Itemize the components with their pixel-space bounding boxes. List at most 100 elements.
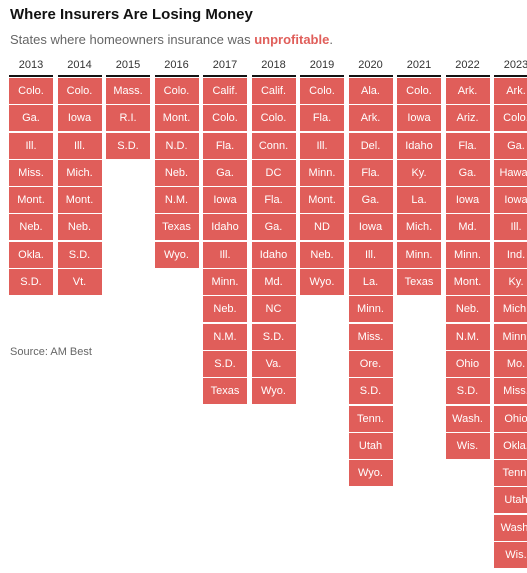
state-cell: DC: [251, 159, 296, 186]
year-label: 2022: [455, 59, 480, 71]
state-cell: Mont.: [300, 187, 344, 214]
state-cell: Miss.: [9, 159, 53, 186]
state-cell: Colo.: [154, 78, 199, 104]
state-cell: Ga.: [203, 159, 247, 186]
state-cell: Wis.: [494, 542, 527, 569]
state-cell: Idaho: [397, 132, 441, 159]
state-cell: Neb.: [203, 296, 247, 323]
year-column-2018: 2018 Calif. Colo. Conn. DC Fla. Ga. Idaho Md. NC S…: [251, 55, 296, 406]
state-cell: Fla.: [445, 132, 490, 159]
state-cell: S.D.: [57, 241, 102, 268]
state-cell: Miss.: [348, 323, 393, 350]
year-rule: [203, 75, 247, 77]
state-cell: Utah: [348, 432, 393, 459]
state-cell: Wyo.: [251, 378, 296, 405]
state-cell: Ga.: [445, 159, 490, 186]
state-cell: Neb.: [57, 214, 102, 241]
year-rule: [445, 75, 490, 77]
state-cell: Ariz.: [445, 105, 490, 132]
state-cell: Minn.: [494, 323, 527, 350]
year-label: 2019: [309, 59, 335, 71]
state-cell: Minn.: [348, 296, 393, 323]
state-cell: Ala.: [348, 78, 393, 104]
year-label: 2015: [115, 59, 141, 71]
state-cell: Ga.: [9, 105, 53, 132]
subtitle-end: .: [329, 32, 333, 47]
state-cell: Md.: [251, 269, 296, 296]
state-cell: Colo.: [251, 105, 296, 132]
state-cell: Utah: [494, 487, 527, 514]
state-cell: R.I.: [106, 105, 150, 132]
year-label: 2023: [503, 59, 527, 71]
state-cell: Iowa: [348, 214, 393, 241]
state-cell: Okla.: [9, 241, 53, 268]
year-rule: [251, 75, 296, 77]
state-cell: N.M.: [445, 323, 490, 350]
state-cell: N.M.: [203, 323, 247, 350]
state-cell: Ohio: [494, 405, 527, 432]
state-cell: Calif.: [203, 78, 247, 104]
state-cell: Mont.: [445, 269, 490, 296]
state-cell: Ga.: [348, 187, 393, 214]
state-cell: Wash.: [445, 405, 490, 432]
state-cell: Del.: [348, 132, 393, 159]
state-cell: Ark.: [494, 78, 527, 104]
state-cell: Ill.: [348, 241, 393, 268]
year-label: 2016: [164, 59, 189, 71]
year-label: 2014: [67, 59, 92, 71]
chart-title: Where Insurers Are Losing Money: [10, 6, 253, 23]
state-cell: Wyo.: [154, 241, 199, 268]
state-cell: Colo.: [494, 105, 527, 132]
year-column-2016: 2016 Colo. Mont. N.D. Neb. N.M. Texas Wyo.: [154, 55, 199, 269]
year-column-2019: 2019 Colo. Fla. Ill. Minn. Mont. ND Neb. Wyo.: [300, 55, 344, 296]
state-cell: Colo.: [9, 78, 53, 104]
state-cell: Colo.: [397, 78, 441, 104]
state-cell: N.M.: [154, 187, 199, 214]
state-cell: Ill.: [494, 214, 527, 241]
year-label: 2018: [261, 59, 286, 71]
state-cell: S.D.: [251, 323, 296, 350]
state-cell: Minn.: [203, 269, 247, 296]
state-cell: Ill.: [300, 132, 344, 159]
state-cell: Iowa: [203, 187, 247, 214]
state-cell: Colo.: [57, 78, 102, 104]
state-cell: Fla.: [300, 105, 344, 132]
year-rule: [348, 75, 393, 77]
state-cell: Fla.: [203, 132, 247, 159]
state-cell: Ill.: [57, 132, 102, 159]
state-cell: La.: [397, 187, 441, 214]
state-cell: Fla.: [251, 187, 296, 214]
state-cell: Conn.: [251, 132, 296, 159]
source-note: Source: AM Best: [10, 346, 92, 358]
state-cell: Ill.: [203, 241, 247, 268]
year-column-2022: 2022 Ark. Ariz. Fla. Ga. Iowa Md. Minn. Mont. Neb…: [445, 55, 490, 460]
year-column-2014: 2014 Colo. Iowa Ill. Mich. Mont. Neb. S.D. Vt.: [57, 55, 102, 296]
state-cell: S.D.: [9, 269, 53, 296]
year-rule: [57, 75, 102, 77]
chart-subtitle: States where homeowners insurance was un…: [10, 32, 333, 47]
state-cell: ND: [300, 214, 344, 241]
state-cell: Mass.: [106, 78, 150, 104]
state-cell: Texas: [203, 378, 247, 405]
subtitle-text: States where homeowners insurance was: [10, 32, 255, 47]
state-cell: Mo.: [494, 350, 527, 377]
state-cell: Miss.: [494, 378, 527, 405]
state-cell: Tenn.: [494, 460, 527, 487]
state-cell: Va.: [251, 350, 296, 377]
year-rule: [154, 75, 199, 77]
state-cell: Ky.: [494, 269, 527, 296]
state-cell: Ark.: [348, 105, 393, 132]
state-cell: Texas: [154, 214, 199, 241]
state-cell: Ohio: [445, 350, 490, 377]
year-label: 2020: [358, 59, 383, 71]
state-cell: Mich.: [57, 159, 102, 186]
state-cell: S.D.: [106, 132, 150, 159]
state-cell: Minn.: [397, 241, 441, 268]
state-cell: Ark.: [445, 78, 490, 104]
state-cell: S.D.: [445, 378, 490, 405]
state-cell: Wyo.: [348, 460, 393, 487]
state-cell: Iowa: [57, 105, 102, 132]
state-cell: Mont.: [9, 187, 53, 214]
state-cell: Idaho: [251, 241, 296, 268]
state-cell: Mich.: [397, 214, 441, 241]
